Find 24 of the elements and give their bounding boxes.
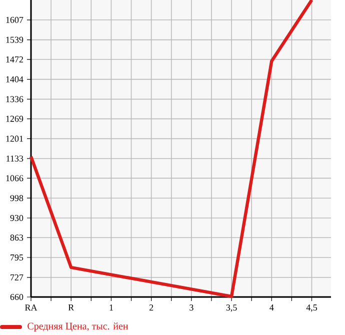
y-tick-label: 1269 (6, 116, 24, 122)
x-tick-label: 4,5 (306, 304, 318, 312)
y-tick-label: 660 (10, 294, 24, 300)
y-tick-label: 1539 (6, 36, 24, 43)
legend-label: Средняя Цена, тыс. йен (28, 322, 128, 332)
y-tick-label: 795 (10, 254, 24, 261)
y-tick-label: 1607 (6, 16, 24, 23)
y-tick-label: 1336 (6, 96, 24, 102)
y-tick-label: 863 (10, 234, 24, 241)
y-tick-label: 1404 (6, 76, 24, 82)
y-tick-label: 1133 (6, 156, 24, 162)
y-tick-label: 930 (10, 214, 24, 222)
x-tick-label: 4 (270, 304, 274, 310)
y-tick-label: 998 (10, 195, 24, 202)
y-tick-label: 1472 (6, 56, 23, 62)
x-tick-label: 3 (190, 304, 194, 311)
x-tick-label: 1 (110, 304, 113, 310)
y-tick-label: 1066 (6, 175, 24, 182)
x-tick-label: 3,5 (226, 304, 237, 312)
x-tick-label: 2 (149, 304, 154, 310)
y-tick-label: 727 (10, 274, 24, 280)
y-tick-label: 1201 (6, 136, 23, 142)
x-tick-label: R (68, 304, 74, 310)
x-tick-label: RA (25, 304, 38, 310)
